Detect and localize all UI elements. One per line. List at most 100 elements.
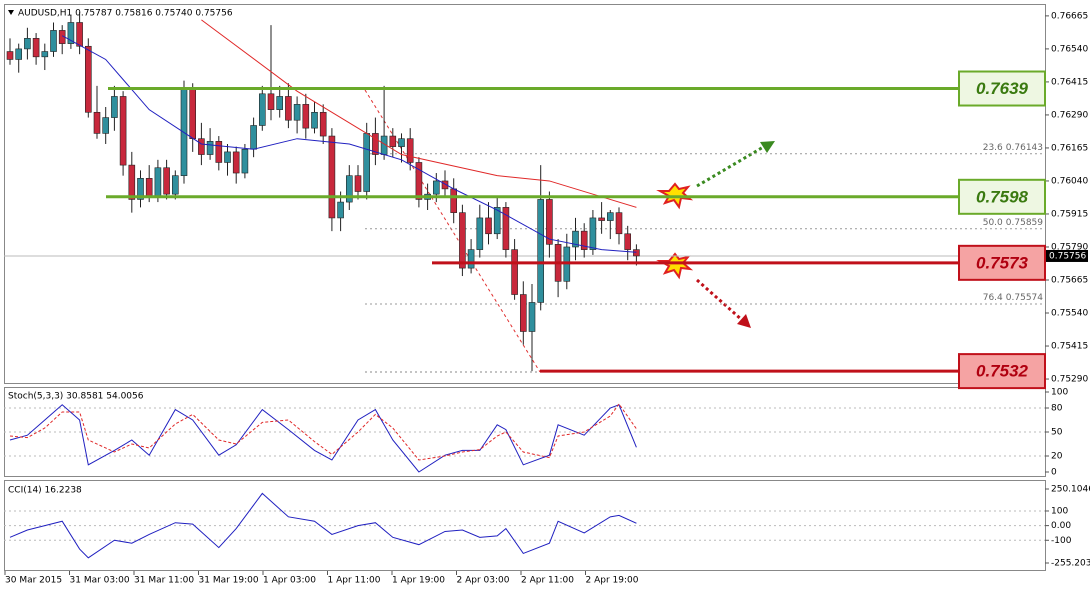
stoch-signal	[9, 403, 637, 461]
level-box	[958, 70, 1046, 107]
candle-body	[389, 135, 397, 147]
candle-body	[111, 96, 118, 118]
fib-level: 76.4	[983, 293, 1003, 303]
breakout-icon	[656, 252, 694, 280]
candle-body	[441, 180, 449, 190]
y-tick-label: 0.76540	[1051, 44, 1088, 54]
level-box	[958, 178, 1046, 215]
candle-body	[137, 178, 144, 200]
candle-body	[319, 111, 327, 137]
stoch-tick-label: 50	[1051, 428, 1063, 438]
fib-value: 0.75859	[1006, 217, 1043, 227]
candle-body	[406, 138, 414, 163]
x-tick-label: 2 Apr 19:00	[586, 576, 639, 586]
candle-body	[102, 117, 109, 134]
cci-tick-label: -255.2031	[1051, 559, 1090, 569]
candle-body	[328, 135, 336, 219]
candle-body	[302, 104, 310, 129]
candle-body	[32, 38, 40, 58]
candle-body	[459, 212, 466, 269]
stoch-tick-label: 80	[1051, 404, 1063, 414]
y-tick-label: 0.75665	[1051, 275, 1088, 285]
header: AUDUSD,H1 0.75787 0.75816 0.75740 0.7575…	[18, 9, 233, 19]
cci-line	[9, 492, 637, 559]
candle-body	[363, 133, 371, 192]
y-tick-label: 0.75915	[1051, 209, 1088, 219]
candle-body	[502, 207, 510, 250]
candle-body	[198, 138, 205, 155]
y-tick-label: 0.76290	[1051, 110, 1088, 120]
y-tick-label: 0.75290	[1051, 375, 1088, 385]
candle-body	[528, 302, 536, 332]
candle-body	[572, 230, 579, 248]
candle-body	[633, 249, 640, 257]
cci-tick-label: 100	[1051, 506, 1068, 516]
x-tick-label: 1 Apr 11:00	[328, 576, 381, 586]
fib-label: 23.6 0.76143	[983, 142, 1043, 152]
level-label: 0.7598	[976, 187, 1029, 206]
candle-body	[293, 104, 301, 121]
candle-body	[241, 148, 249, 174]
candle-body	[398, 138, 405, 147]
stoch-tick-label: 20	[1051, 452, 1063, 462]
candle-body	[285, 96, 292, 121]
stoch-title: Stoch(5,3,3) 30.8581 54.0056	[8, 392, 144, 402]
fib-label: 76.4 0.75574	[983, 293, 1044, 303]
current-price-label: 0.75756	[1049, 251, 1086, 261]
level-box	[958, 244, 1046, 281]
x-tick-label: 31 Mar 11:00	[134, 576, 194, 586]
down-arrow	[696, 278, 751, 328]
stoch-tick-label: 0	[1051, 468, 1057, 478]
candle-body	[485, 217, 492, 235]
candle-body	[258, 93, 266, 126]
candle-body	[128, 164, 136, 200]
candle-body	[50, 30, 57, 52]
x-tick-label: 2 Apr 03:00	[457, 576, 510, 586]
candle-body	[511, 249, 518, 295]
candle-body	[67, 22, 75, 44]
moving-average	[61, 35, 637, 253]
level-box	[958, 353, 1046, 390]
candle-body	[598, 217, 605, 221]
cci-tick-label: 250.1046	[1051, 485, 1090, 495]
candle-body	[276, 96, 284, 110]
x-tick-label: 31 Mar 03:00	[70, 576, 130, 586]
candle-body	[189, 88, 196, 139]
up-arrow	[696, 141, 775, 188]
candle-body	[337, 201, 344, 219]
candle-body	[432, 180, 440, 195]
candle-body	[589, 217, 597, 250]
candle-body	[519, 294, 527, 332]
candle-body	[41, 51, 49, 58]
candle-body	[224, 151, 231, 163]
y-tick-label: 0.75540	[1051, 309, 1088, 319]
fib-value: 0.75574	[1006, 293, 1043, 303]
fib-level: 50.0	[983, 217, 1003, 227]
candle-body	[206, 141, 214, 155]
candle-body	[415, 162, 423, 200]
candle-body	[354, 175, 362, 192]
fib-level: 23.6	[983, 142, 1003, 152]
candle-body	[624, 233, 632, 250]
y-tick-label: 0.76415	[1051, 77, 1088, 87]
candle-body	[154, 167, 162, 198]
candle-body	[311, 111, 318, 129]
level-label: 0.7639	[976, 79, 1029, 98]
candle-body	[85, 45, 92, 113]
x-tick-label: 2 Apr 11:00	[521, 576, 574, 586]
candle-body	[6, 51, 14, 60]
cci-title: CCI(14) 16.2238	[8, 486, 82, 496]
candle-body	[145, 178, 153, 198]
candle-body	[615, 212, 623, 235]
candle-body	[172, 175, 179, 195]
candle-body	[476, 217, 484, 250]
candle-body	[537, 199, 545, 303]
fib-value: 0.76143	[1006, 142, 1043, 152]
candle-body	[119, 96, 127, 166]
fib-label: 50.0 0.75859	[983, 217, 1044, 227]
candle-body	[467, 249, 475, 269]
level-label: 0.7573	[976, 253, 1029, 272]
candle-body	[546, 199, 553, 245]
candle-body	[24, 38, 31, 50]
